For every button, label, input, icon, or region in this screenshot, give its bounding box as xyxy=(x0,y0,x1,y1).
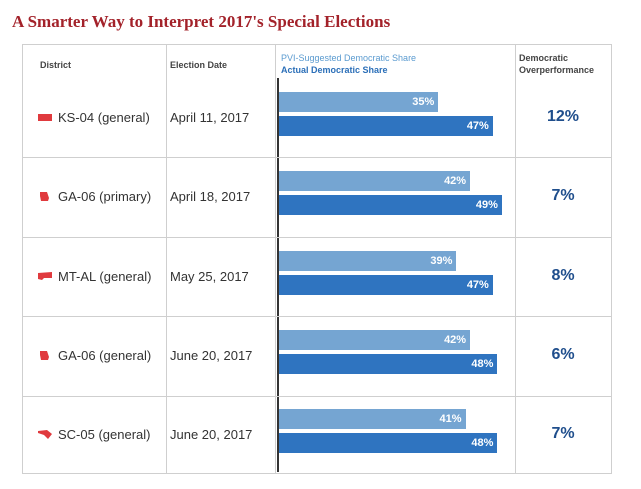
district-label: GA-06 (general) xyxy=(58,347,152,363)
actual-value-label: 48% xyxy=(471,437,494,450)
actual-value-label: 47% xyxy=(466,278,489,291)
actual-bar: 48% xyxy=(279,353,498,374)
election-date: April 18, 2017 xyxy=(170,189,251,205)
election-date: April 11, 2017 xyxy=(170,109,250,125)
election-date: May 25, 2017 xyxy=(170,268,249,284)
district-label: KS-04 (general) xyxy=(58,109,150,125)
state-ga-icon xyxy=(40,192,49,202)
state-sc-icon xyxy=(38,430,52,440)
pvi-value-label: 35% xyxy=(412,95,435,108)
actual-bar: 47% xyxy=(279,115,493,136)
overperformance-value: 7% xyxy=(551,425,575,443)
state-shape xyxy=(38,271,52,280)
pvi-bar: 41% xyxy=(279,409,466,430)
overperformance-value: 7% xyxy=(551,187,575,205)
overperformance-value: 6% xyxy=(551,345,575,363)
pvi-value-label: 42% xyxy=(444,175,467,188)
actual-value-label: 49% xyxy=(475,199,498,212)
overperformance-value: 12% xyxy=(546,107,580,125)
pvi-value-label: 42% xyxy=(444,333,467,346)
actual-bar: 47% xyxy=(279,274,493,295)
pvi-bar: 35% xyxy=(279,91,439,112)
pvi-bar: 39% xyxy=(279,250,457,271)
pvi-value-label: 39% xyxy=(430,254,453,267)
state-shape xyxy=(38,113,52,121)
header-date: Election Date xyxy=(170,60,228,70)
grid-col-divider-2 xyxy=(275,44,276,474)
bar-axis-line xyxy=(277,78,279,472)
row-divider xyxy=(22,236,612,238)
state-ga-icon xyxy=(40,350,49,360)
state-shape xyxy=(40,192,49,202)
header-over-line2: Overperformance xyxy=(519,65,595,75)
table-frame xyxy=(22,44,612,474)
header-actual: Actual Democratic Share xyxy=(281,65,388,75)
header-over-line1: Democratic xyxy=(519,53,569,63)
state-ks-icon xyxy=(38,113,52,121)
chart-title: A Smarter Way to Interpret 2017's Specia… xyxy=(12,12,391,31)
state-mt-icon xyxy=(38,271,52,280)
election-date: June 20, 2017 xyxy=(170,347,253,363)
state-shape xyxy=(40,350,49,360)
grid-col-divider-1 xyxy=(166,44,167,474)
pvi-bar: 42% xyxy=(279,171,471,192)
district-label: GA-06 (primary) xyxy=(58,189,152,205)
actual-bar: 49% xyxy=(279,195,502,216)
pvi-bar: 42% xyxy=(279,329,471,350)
state-shape xyxy=(38,430,52,440)
actual-bar: 48% xyxy=(279,433,498,454)
row-divider xyxy=(22,316,612,318)
row-divider xyxy=(22,157,612,159)
header-pvi: PVI-Suggested Democratic Share xyxy=(281,53,417,63)
pvi-value-label: 41% xyxy=(439,413,462,426)
actual-value-label: 47% xyxy=(466,119,489,132)
row-divider xyxy=(22,395,612,397)
grid-col-divider-3 xyxy=(515,44,516,474)
header-district: District xyxy=(40,60,72,70)
actual-value-label: 48% xyxy=(471,357,494,370)
district-label: SC-05 (general) xyxy=(58,427,151,443)
district-label: MT-AL (general) xyxy=(58,268,152,284)
election-date: June 20, 2017 xyxy=(170,427,253,443)
overperformance-value: 8% xyxy=(551,266,575,284)
